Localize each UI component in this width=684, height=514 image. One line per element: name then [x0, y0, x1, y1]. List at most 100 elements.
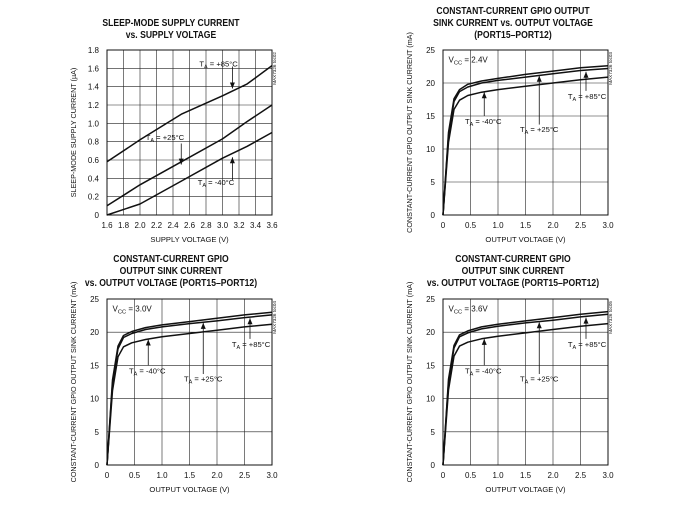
chart-panel-sink-current-3v6: CONSTANT-CURRENT GPIO OUTPUT SINK CURREN… — [342, 254, 684, 514]
x-tick-label: 0.5 — [129, 471, 141, 480]
x-tick-label: 0.5 — [465, 221, 477, 230]
y-tick-label: 20 — [90, 328, 99, 337]
series-annotation: TA = +85°C — [568, 340, 607, 351]
chart-title-line: CONSTANT-CURRENT GPIO OUTPUT — [436, 6, 590, 17]
x-tick-label: 2.0 — [134, 221, 146, 230]
y-tick-label: 10 — [426, 145, 435, 154]
x-tick-label: 1.8 — [118, 221, 130, 230]
annotation-arrow — [145, 339, 151, 346]
chart-title-line: CONSTANT-CURRENT GPIO — [455, 254, 571, 265]
x-tick-label: 2.4 — [167, 221, 179, 230]
chart-watermark: MAX7326 toc03 — [608, 52, 613, 85]
x-axis-label: OUTPUT VOLTAGE (V) — [485, 485, 566, 494]
chart-title-line: vs. OUTPUT VOLTAGE (PORT15–PORT12) — [84, 278, 258, 289]
x-tick-label: 3.0 — [602, 221, 614, 230]
chart-title-line: CONSTANT-CURRENT GPIO — [113, 254, 229, 265]
x-tick-label: 1.5 — [520, 221, 532, 230]
y-tick-label: 1.6 — [88, 64, 100, 73]
series-line — [106, 104, 273, 207]
x-tick-label: 1.0 — [492, 221, 504, 230]
y-tick-label: 25 — [426, 46, 435, 55]
x-tick-label: 3.6 — [266, 221, 278, 230]
chart-panel-sink-current-2v4: CONSTANT-CURRENT GPIO OUTPUT SINK CURREN… — [342, 0, 684, 257]
x-tick-label: 2.0 — [211, 471, 223, 480]
chart-title-line: vs. SUPPLY VOLTAGE — [125, 30, 217, 41]
y-tick-label: 15 — [90, 361, 99, 370]
y-tick-label: 5 — [95, 428, 100, 437]
x-tick-label: 1.5 — [184, 471, 196, 480]
x-axis-label: SUPPLY VOLTAGE (V) — [150, 235, 229, 244]
vcc-label: VCC = 3.6V — [449, 305, 489, 316]
annotation-arrow — [229, 82, 235, 89]
y-tick-label: 0.2 — [88, 193, 100, 202]
y-tick-label: 1.0 — [88, 119, 100, 128]
annotation-arrow — [481, 338, 487, 345]
annotation-arrow — [583, 71, 589, 78]
x-tick-label: 2.6 — [184, 221, 196, 230]
chart-watermark: MAX7326 toc05 — [608, 301, 613, 334]
chart-title-line: SLEEP-MODE SUPPLY CURRENT — [102, 18, 240, 29]
chart-watermark: MAX7326 toc04 — [272, 301, 277, 334]
y-tick-label: 0 — [95, 461, 100, 470]
y-tick-label: 1.2 — [88, 101, 100, 110]
x-tick-label: 2.5 — [575, 471, 587, 480]
series-annotation: TA = +85°C — [568, 92, 607, 103]
series-line — [106, 64, 273, 163]
chart-panel-sink-current-3v0: CONSTANT-CURRENT GPIO OUTPUT SINK CURREN… — [0, 254, 342, 514]
chart-title-line: OUTPUT SINK CURRENT — [119, 266, 223, 277]
x-tick-label: 0 — [105, 471, 110, 480]
x-tick-label: 3.0 — [217, 221, 229, 230]
chart-title-line: SINK CURRENT vs. OUTPUT VOLTAGE — [433, 18, 593, 29]
chart-title-line: vs. OUTPUT VOLTAGE (PORT15–PORT12) — [426, 278, 600, 289]
chart-plot: 0 0.5 1.0 1.5 2.0 2.5 3.0 0 5 10 15 20 25 OUTPUT VOLT… — [405, 282, 614, 494]
x-tick-label: 1.0 — [156, 471, 168, 480]
series-line — [106, 131, 273, 216]
series-annotation: TA = -40°C — [129, 366, 166, 377]
plot-frame — [442, 298, 609, 466]
chart-title-line: OUTPUT SINK CURRENT — [461, 266, 565, 277]
x-tick-label: 2.0 — [547, 221, 559, 230]
y-tick-label: 0 — [95, 211, 100, 220]
annotation-arrow — [583, 317, 589, 324]
series-line — [106, 311, 273, 466]
annotation-arrow — [178, 158, 184, 165]
series-line — [442, 65, 609, 216]
chart-title: CONSTANT-CURRENT GPIO OUTPUT SINK CURREN… — [366, 6, 660, 42]
x-axis-label: OUTPUT VOLTAGE (V) — [149, 485, 230, 494]
vcc-label: VCC = 2.4V — [449, 56, 489, 67]
y-tick-label: 10 — [426, 395, 435, 404]
x-tick-label: 3.4 — [250, 221, 262, 230]
x-tick-label: 0 — [441, 221, 446, 230]
annotation-arrow — [536, 75, 542, 82]
x-tick-label: 1.0 — [492, 471, 504, 480]
y-tick-label: 10 — [90, 395, 99, 404]
x-tick-label: 2.8 — [200, 221, 212, 230]
y-tick-label: 25 — [90, 295, 99, 304]
y-tick-label: 1.8 — [88, 46, 100, 55]
y-axis-label: CONSTANT-CURRENT GPIO OUTPUT SINK CURREN… — [405, 32, 414, 233]
series-annotation: TA = +25°C — [520, 374, 559, 385]
y-tick-label: 5 — [431, 428, 436, 437]
annotation-arrow — [229, 157, 235, 164]
annotation-arrow — [200, 322, 206, 329]
chart-watermark: MAX7326 toc02 — [272, 52, 277, 85]
series-line — [442, 76, 609, 216]
y-tick-label: 0.8 — [88, 138, 100, 147]
x-tick-label: 3.0 — [602, 471, 614, 480]
y-tick-label: 0 — [431, 461, 436, 470]
series-annotation: TA = +85°C — [232, 340, 271, 351]
chart-plot: 1.6 1.8 2.0 2.2 2.4 2.6 2.8 3.0 3.2 3.4 3.6 0 0.2 0.4… — [69, 46, 278, 244]
x-tick-label: 2.2 — [151, 221, 163, 230]
y-tick-label: 5 — [431, 178, 436, 187]
chart-plot: 0 0.5 1.0 1.5 2.0 2.5 3.0 0 5 10 15 20 25 OUTPUT VOLT… — [69, 282, 278, 494]
series-line — [442, 310, 609, 466]
series-annotation: TA = +25°C — [146, 133, 185, 144]
y-tick-label: 20 — [426, 79, 435, 88]
x-tick-label: 0 — [441, 471, 446, 480]
series-annotation: TA = +85°C — [199, 60, 238, 71]
series-annotation: TA = -40°C — [465, 366, 502, 377]
x-tick-label: 1.5 — [520, 471, 532, 480]
x-tick-label: 3.2 — [233, 221, 245, 230]
y-tick-label: 1.4 — [88, 83, 100, 92]
series-annotation: TA = -40°C — [198, 178, 235, 189]
